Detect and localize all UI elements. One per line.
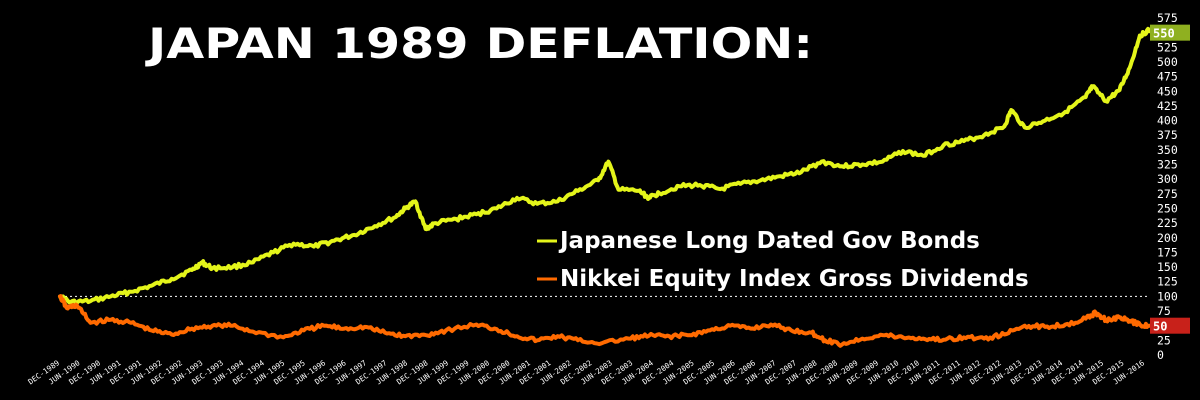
y-tick-label: 175 bbox=[1157, 245, 1178, 259]
end-badge-bonds-label: 550 bbox=[1153, 27, 1175, 41]
y-tick-label: 375 bbox=[1157, 128, 1178, 142]
y-tick-label: 525 bbox=[1157, 40, 1178, 54]
series-layer bbox=[58, 26, 1152, 348]
end-badge-nikkei-label: 50 bbox=[1153, 320, 1167, 334]
y-axis: 0255075100125150175200225250275300325350… bbox=[1157, 11, 1178, 362]
y-tick-label: 225 bbox=[1157, 216, 1178, 230]
legend-item-nikkei: Nikkei Equity Index Gross Dividends bbox=[537, 266, 1029, 292]
y-tick-label: 150 bbox=[1157, 260, 1178, 274]
y-tick-label: 500 bbox=[1157, 55, 1178, 69]
y-tick-label: 400 bbox=[1157, 114, 1178, 128]
series-line-nikkei bbox=[58, 294, 1152, 348]
x-axis: DEC-1989JUN-1990DEC-1990JUN-1991DEC-1991… bbox=[26, 358, 1146, 386]
y-tick-label: 425 bbox=[1157, 99, 1178, 113]
chart-title: JAPAN 1989 DEFLATION: bbox=[144, 19, 813, 68]
y-tick-label: 300 bbox=[1157, 172, 1178, 186]
y-tick-label: 450 bbox=[1157, 84, 1178, 98]
y-tick-label: 100 bbox=[1157, 289, 1178, 303]
end-value-badges: 550 50 bbox=[1150, 24, 1190, 334]
y-tick-label: 200 bbox=[1157, 231, 1178, 245]
end-badge-bonds bbox=[1150, 24, 1190, 41]
legend: Japanese Long Dated Gov Bonds Nikkei Equ… bbox=[537, 228, 1029, 292]
y-tick-label: 275 bbox=[1157, 187, 1178, 201]
y-tick-label: 475 bbox=[1157, 70, 1178, 84]
y-tick-label: 75 bbox=[1157, 304, 1171, 318]
y-tick-label: 350 bbox=[1157, 143, 1178, 157]
y-tick-label: 325 bbox=[1157, 158, 1178, 172]
y-tick-label: 575 bbox=[1157, 11, 1178, 25]
series-line-bonds bbox=[58, 26, 1152, 306]
y-tick-label: 250 bbox=[1157, 201, 1178, 215]
legend-label-bonds: Japanese Long Dated Gov Bonds bbox=[558, 228, 980, 254]
y-tick-label: 125 bbox=[1157, 275, 1178, 289]
legend-item-bonds: Japanese Long Dated Gov Bonds bbox=[537, 228, 980, 254]
end-badge-nikkei bbox=[1150, 317, 1190, 334]
y-tick-label: 25 bbox=[1157, 333, 1171, 347]
legend-label-nikkei: Nikkei Equity Index Gross Dividends bbox=[560, 266, 1029, 292]
y-tick-label: 0 bbox=[1157, 348, 1164, 362]
